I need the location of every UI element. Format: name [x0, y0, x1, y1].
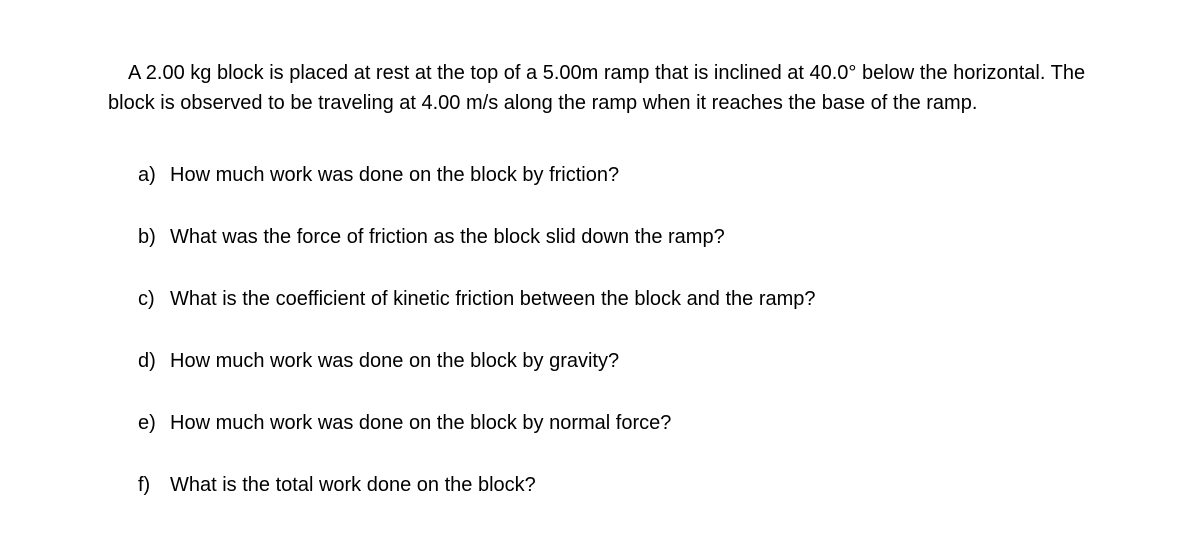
question-text: How much work was done on the block by n… — [170, 408, 1092, 438]
question-item: a) How much work was done on the block b… — [138, 160, 1092, 190]
question-label: f) — [138, 470, 170, 500]
question-item: c) What is the coefficient of kinetic fr… — [138, 284, 1092, 314]
question-label: c) — [138, 284, 170, 314]
question-text: How much work was done on the block by g… — [170, 346, 1092, 376]
question-label: a) — [138, 160, 170, 190]
question-label: b) — [138, 222, 170, 252]
question-text: How much work was done on the block by f… — [170, 160, 1092, 190]
question-text: What was the force of friction as the bl… — [170, 222, 1092, 252]
questions-list: a) How much work was done on the block b… — [108, 160, 1092, 500]
question-item: f) What is the total work done on the bl… — [138, 470, 1092, 500]
question-label: e) — [138, 408, 170, 438]
question-text: What is the coefficient of kinetic frict… — [170, 284, 1092, 314]
question-item: b) What was the force of friction as the… — [138, 222, 1092, 252]
question-text: What is the total work done on the block… — [170, 470, 1092, 500]
question-item: d) How much work was done on the block b… — [138, 346, 1092, 376]
question-label: d) — [138, 346, 170, 376]
question-item: e) How much work was done on the block b… — [138, 408, 1092, 438]
problem-statement: A 2.00 kg block is placed at rest at the… — [108, 58, 1092, 118]
